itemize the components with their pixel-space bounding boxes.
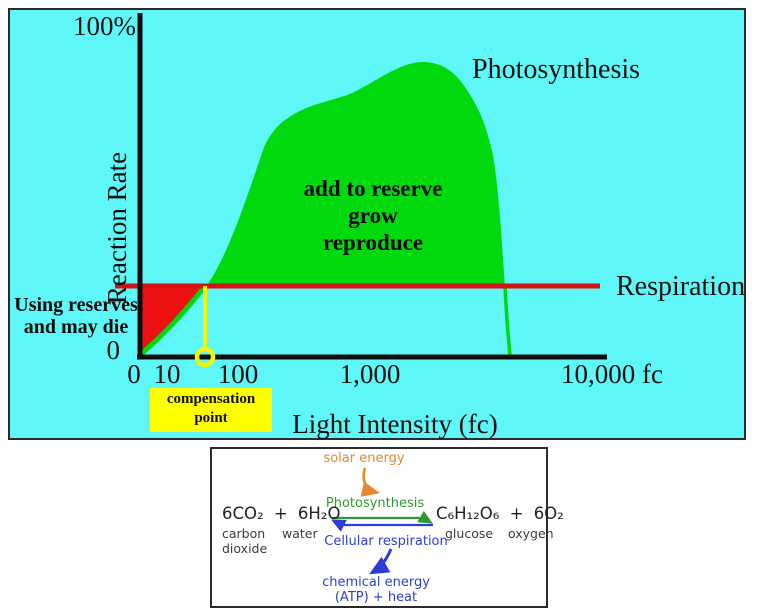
photosynthesis-area: [205, 62, 505, 288]
x-tick-100: 100: [217, 359, 259, 389]
carbon-dioxide-label: carbon dioxide: [222, 526, 268, 557]
oxygen-label: oxygen: [508, 526, 554, 541]
chemical-energy-line-1: chemical energy: [322, 575, 430, 590]
glucose-label: glucose: [445, 526, 494, 541]
chart-canvas: [115, 13, 607, 368]
photosynthesis-arrow-icon: [332, 510, 433, 524]
equation-arrows-canvas: [331, 467, 433, 575]
compensation-line-1: compensation: [166, 391, 256, 407]
deficit-annotation: Using reserves and may die: [14, 294, 138, 338]
light-response-chart: [8, 8, 746, 440]
chemical-energy-arrow-icon: [369, 548, 393, 575]
x-tick-0: 0: [127, 359, 141, 389]
y-origin-label: 0: [106, 335, 121, 365]
x-tick-1000: 1,000: [339, 359, 401, 389]
carbon-dioxide-label-line-2: dioxide: [222, 540, 268, 556]
photosynthesis-curve-right-segment: [503, 285, 512, 357]
net-gain-annotation: add to reserve grow reproduce: [304, 175, 443, 256]
net-gain-line-2: grow: [348, 203, 398, 229]
y-axis-label: Reaction Rate: [102, 151, 132, 305]
x-axis-label: Light Intensity (fc): [292, 409, 498, 439]
respiration-line-label: Respiration: [616, 271, 746, 302]
net-gain-line-3: reproduce: [322, 230, 424, 256]
water-label: water: [282, 526, 318, 541]
products-formula: C₆H₁₂O₆ + 6O₂: [436, 504, 564, 523]
y-max-label: 100%: [73, 11, 136, 41]
cellular-respiration-arrow-icon: [331, 519, 433, 532]
solar-energy-label: solar energy: [323, 451, 405, 466]
compensation-point-callout: compensation point: [150, 388, 272, 432]
chemical-energy-label: chemical energy (ATP) + heat: [296, 575, 456, 606]
photosynthesis-curve-label: Photosynthesis: [472, 54, 641, 85]
solar-energy-arrow-icon: [360, 467, 381, 497]
compensation-point-marker-icon: [194, 346, 216, 368]
photosynthesis-equation-diagram: solar energy Photosynthesis Cellular res…: [210, 447, 564, 608]
compensation-line-2: point: [194, 409, 228, 426]
chemical-energy-line-2: (ATP) + heat: [334, 590, 418, 606]
x-tick-10000: 10,000 fc: [561, 359, 663, 389]
deficit-line-2: and may die: [23, 316, 129, 338]
deficit-line-1: Using reserves: [14, 294, 138, 316]
cellular-respiration-process-label: Cellular respiration: [324, 534, 448, 549]
reactants-formula: 6CO₂ + 6H₂O: [222, 504, 341, 523]
photosynthesis-process-label: Photosynthesis: [325, 496, 425, 511]
net-gain-line-1: add to reserve: [303, 176, 443, 201]
carbon-dioxide-label-line-1: carbon: [222, 526, 266, 541]
x-tick-10: 10: [153, 359, 181, 389]
photosynthesis-curve-left-segment: [138, 284, 207, 357]
